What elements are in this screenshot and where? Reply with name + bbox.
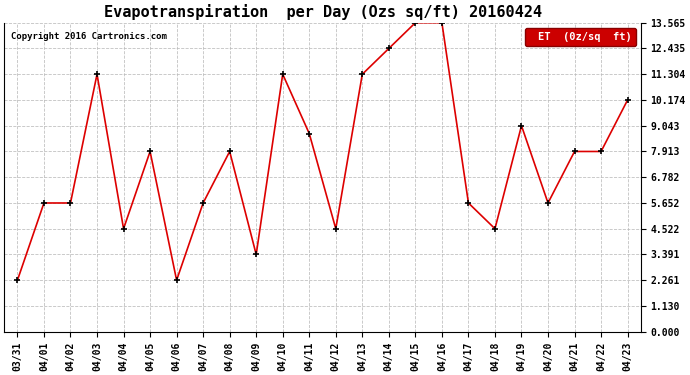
Text: Copyright 2016 Cartronics.com: Copyright 2016 Cartronics.com	[10, 32, 166, 41]
Legend: ET  (0z/sq  ft): ET (0z/sq ft)	[525, 28, 635, 46]
Title: Evapotranspiration  per Day (Ozs sq/ft) 20160424: Evapotranspiration per Day (Ozs sq/ft) 2…	[104, 4, 542, 20]
